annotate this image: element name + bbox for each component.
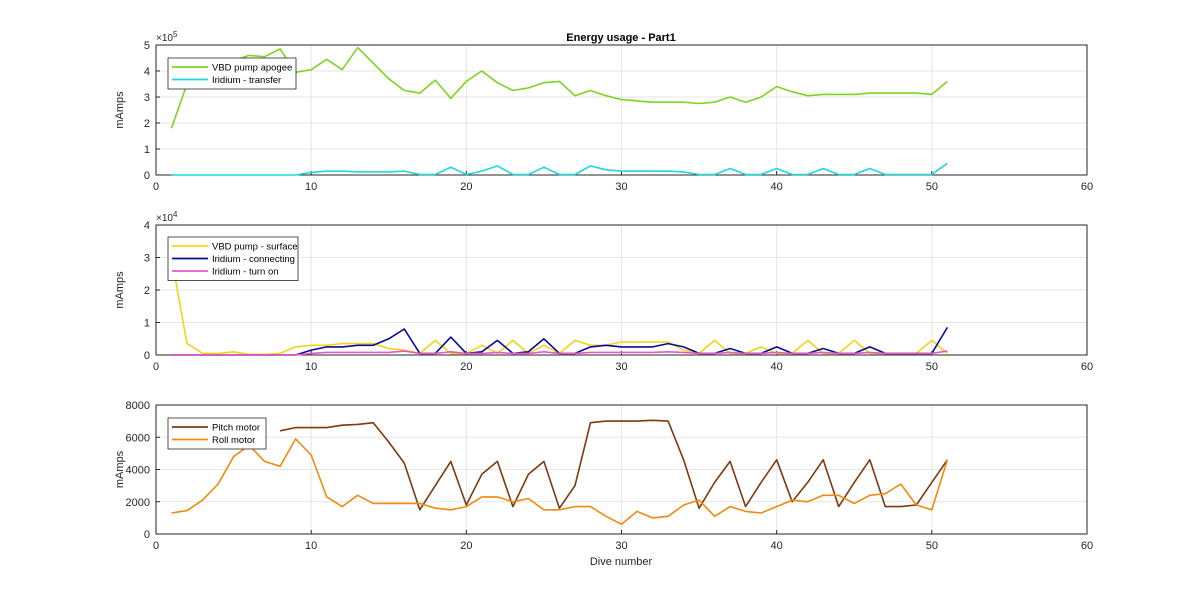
series-line-vbd-pump-apogee: [170, 46, 948, 129]
y-tick-label: 0: [144, 350, 150, 362]
x-tick-label: 20: [460, 540, 472, 552]
y-exponent-base: ×10: [156, 213, 173, 224]
legend-box: [167, 57, 297, 90]
x-tick-label: 20: [460, 361, 472, 373]
y-tick-label: 6000: [126, 432, 150, 444]
legend-entry: Iridium - transfer: [212, 75, 281, 86]
y-tick-label: 1: [144, 144, 150, 156]
legend-entry: VBD pump - surface: [212, 242, 298, 253]
x-tick-label: 50: [926, 181, 938, 193]
legend-entry: VBD pump apogee: [212, 63, 292, 74]
x-tick-label: 10: [305, 181, 317, 193]
y-tick-label: 1: [144, 318, 150, 330]
y-exponent-label: ×105: [156, 30, 178, 44]
x-tick-label: 0: [153, 181, 159, 193]
y-tick-label: 3: [144, 92, 150, 104]
figure-title: Energy usage - Part1: [566, 32, 675, 44]
x-tick-label: 40: [771, 540, 783, 552]
y-axis-label: mAmps: [114, 91, 126, 129]
y-tick-label: 5: [144, 40, 150, 52]
axes-frame: [155, 404, 1088, 535]
y-exponent-label: ×104: [156, 210, 178, 224]
x-tick-label: 30: [615, 361, 627, 373]
x-tick-label: 40: [771, 181, 783, 193]
legend-entry: Iridium - turn on: [212, 267, 279, 278]
axes-frame: [155, 44, 1088, 176]
legend-entry: Pitch motor: [212, 423, 260, 434]
y-tick-label: 0: [144, 529, 150, 541]
y-exponent-power: 5: [173, 30, 178, 39]
subplot-3: 0 10 20 30 40 50 60 0 2000 4000 6000 8000 mAmps Pitch…: [114, 400, 1093, 552]
legend-box: [167, 417, 267, 450]
x-tick-label: 60: [1081, 361, 1093, 373]
series-line-pitch-motor: [279, 419, 949, 511]
y-exponent-power: 4: [173, 210, 178, 219]
x-tick-label: 10: [305, 540, 317, 552]
x-tick-label: 60: [1081, 540, 1093, 552]
y-tick-label: 4: [144, 66, 150, 78]
x-tick-label: 0: [153, 361, 159, 373]
y-tick-label: 4: [144, 220, 150, 232]
x-tick-label: 10: [305, 361, 317, 373]
y-tick-label: 8000: [126, 400, 150, 412]
x-tick-label: 50: [926, 540, 938, 552]
x-tick-label: 20: [460, 181, 472, 193]
y-tick-label: 0: [144, 170, 150, 182]
series-line-iridium-transfer: [171, 162, 948, 176]
y-exponent-base: ×10: [156, 33, 173, 44]
y-tick-label: 2: [144, 285, 150, 297]
x-tick-label: 30: [615, 181, 627, 193]
axes-frame: [155, 224, 1088, 356]
legend-entry: Roll motor: [212, 435, 255, 446]
x-tick-label: 40: [771, 361, 783, 373]
y-tick-label: 2: [144, 118, 150, 130]
y-axis-label: mAmps: [114, 450, 126, 488]
series-line-roll-motor: [171, 438, 949, 526]
y-tick-label: 2000: [126, 497, 150, 509]
x-tick-label: 30: [615, 540, 627, 552]
series-line-iridium-turn-on: [171, 350, 948, 356]
legend-entry: Iridium - connecting: [212, 254, 295, 265]
x-tick-label: 60: [1081, 181, 1093, 193]
y-axis-label: mAmps: [114, 271, 126, 309]
x-tick-label: 0: [153, 540, 159, 552]
y-tick-label: 4000: [126, 465, 150, 477]
y-tick-label: 3: [144, 253, 150, 265]
x-tick-label: 50: [926, 361, 938, 373]
x-axis-label: Dive number: [590, 556, 653, 568]
